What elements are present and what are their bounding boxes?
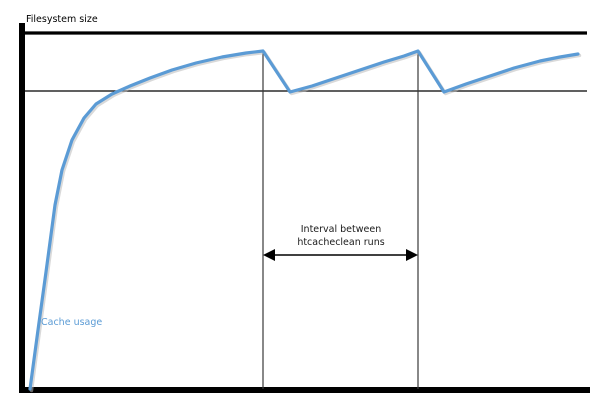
cache-usage-curve — [28, 49, 580, 391]
cache-usage-curve-shadow — [29, 50, 582, 393]
cache-usage-label: Cache usage — [41, 317, 102, 328]
interval-label-line2: htcacheclean runs — [297, 237, 384, 248]
interval-label-line1: Interval between — [301, 224, 381, 235]
interval-arrow-head-left — [263, 249, 275, 261]
interval-arrow-head-right — [406, 249, 418, 261]
htcacheclean-interval-arrow — [263, 249, 418, 261]
filesystem-size-label: Filesystem size — [26, 14, 98, 25]
